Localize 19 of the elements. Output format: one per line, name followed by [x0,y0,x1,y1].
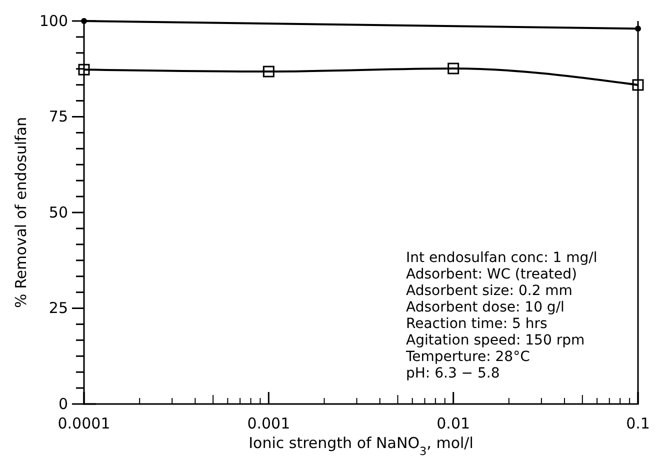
annotation: Int endosulfan conc: 1 mg/l [406,250,598,266]
annotation: Agitation speed: 150 rpm [406,332,585,348]
x-tick-label: 0.001 [247,414,290,433]
annotation: Reaction time: 5 hrs [406,316,548,332]
x-tick-label: 0.1 [626,414,650,433]
y-tick-label: 100 [39,12,68,30]
y-tick-label: 25 [48,299,68,318]
annotation: Adsorbent size: 0.2 mm [406,283,572,299]
annotation: pH: 6.3 − 5.8 [406,366,500,382]
annotation: Adsorbent: WC (treated) [406,266,577,282]
annotation: Adsorbent dose: 10 g/l [406,300,564,316]
annotation: Temperture: 28°C [405,349,530,365]
x-tick-label: 0.01 [436,414,470,433]
y-tick-label: 75 [48,108,68,126]
y-axis-title: % Removal of endosulfan [12,117,30,308]
y-tick-label: 50 [48,203,68,222]
x-axis-title: Ionic strength of NaNO$_{3}$, mol/l [248,434,474,456]
x-tick-label: 0.0001 [58,414,110,433]
y-tick-label: 0 [58,394,68,413]
